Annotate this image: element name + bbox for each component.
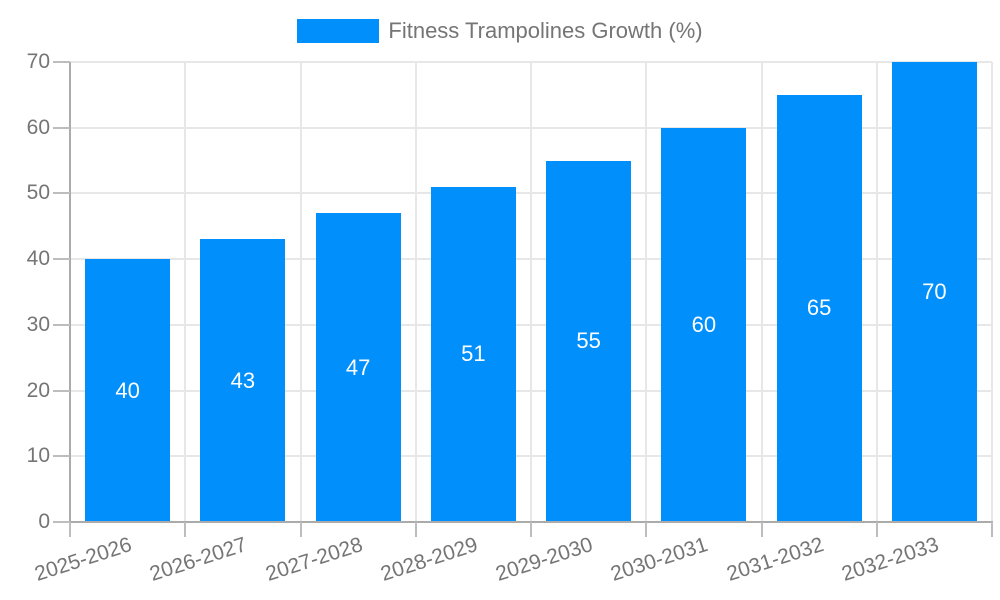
y-tick-label: 60 xyxy=(26,115,50,139)
v-gridline xyxy=(414,62,417,522)
y-axis-tick xyxy=(53,455,70,458)
x-tick-label: 2028-2029 xyxy=(377,533,481,586)
v-gridline xyxy=(530,62,532,522)
v-gridline xyxy=(645,62,648,522)
y-axis-tick xyxy=(53,323,70,326)
x-tick-label: 2029-2030 xyxy=(493,533,596,586)
y-tick-label: 0 xyxy=(38,510,50,533)
y-tick-label: 50 xyxy=(26,181,50,205)
x-axis-tick xyxy=(991,522,993,537)
bar-value-label: 40 xyxy=(115,377,140,403)
chart-legend[interactable]: Fitness Trampolines Growth (%) xyxy=(0,18,1000,44)
x-axis-tick xyxy=(299,522,302,537)
bar-value-label: 70 xyxy=(922,279,947,304)
y-tick-label: 70 xyxy=(26,50,50,73)
x-tick-label: 2025-2026 xyxy=(32,533,135,586)
x-tick-label: 2032-2033 xyxy=(838,533,942,586)
bar-value-label: 65 xyxy=(806,295,832,321)
bar: 55 xyxy=(546,160,632,522)
bar: 65 xyxy=(776,94,862,522)
v-gridline xyxy=(299,62,302,522)
bar: 60 xyxy=(661,127,747,522)
v-gridline xyxy=(760,62,763,522)
bar: 51 xyxy=(430,186,516,522)
legend-label: Fitness Trampolines Growth (%) xyxy=(388,18,703,43)
x-axis-tick xyxy=(414,522,417,537)
y-tick-label: 20 xyxy=(26,378,50,402)
y-axis-tick xyxy=(53,61,70,63)
x-axis-tick xyxy=(69,522,71,537)
x-tick-label: 2027-2028 xyxy=(262,533,366,586)
y-axis-tick xyxy=(53,521,70,523)
y-axis-tick xyxy=(53,126,70,129)
v-gridline xyxy=(991,62,993,522)
x-axis-tick xyxy=(184,522,187,537)
bar-value-label: 51 xyxy=(461,341,486,367)
bar: 47 xyxy=(315,213,401,522)
x-axis-tick xyxy=(760,522,763,537)
bar: 43 xyxy=(200,239,286,522)
legend-color-swatch-icon xyxy=(297,19,380,43)
y-tick-label: 40 xyxy=(26,247,50,271)
x-tick-label: 2030-2031 xyxy=(608,533,711,586)
bar: 70 xyxy=(891,62,977,522)
v-gridline xyxy=(875,62,878,522)
y-axis-tick xyxy=(53,192,70,195)
x-axis-tick xyxy=(875,522,878,537)
x-axis-tick xyxy=(530,522,532,537)
y-tick-label: 30 xyxy=(26,312,50,336)
bar-value-label: 60 xyxy=(691,311,717,337)
x-tick-label: 2031-2032 xyxy=(723,533,827,586)
y-axis-tick xyxy=(53,389,70,392)
bar: 40 xyxy=(85,259,171,522)
bar-value-label: 47 xyxy=(345,354,371,380)
y-axis-tick xyxy=(53,258,70,261)
x-tick-label: 2026-2027 xyxy=(147,533,250,586)
bar-value-label: 43 xyxy=(230,367,256,393)
y-axis-line xyxy=(69,62,71,522)
bar-value-label: 55 xyxy=(576,328,601,354)
v-gridline xyxy=(184,62,187,522)
x-axis-tick xyxy=(645,522,648,537)
y-tick-label: 10 xyxy=(26,444,50,468)
